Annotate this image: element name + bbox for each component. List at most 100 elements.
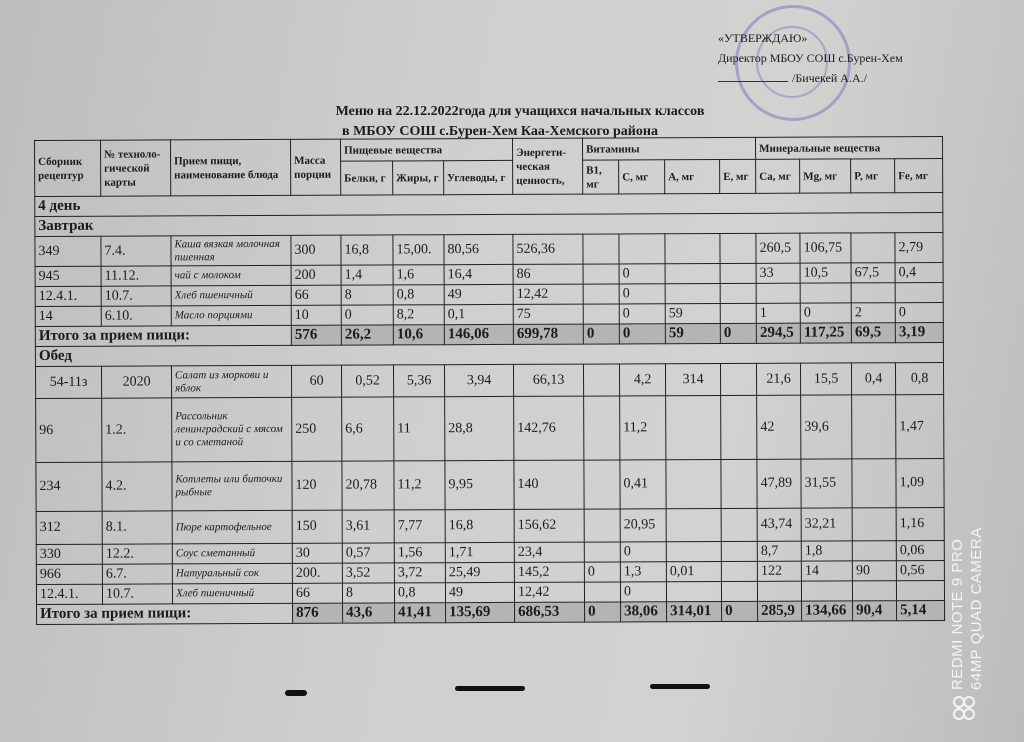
vit-c-total: 0 bbox=[619, 323, 666, 344]
vit-a-cell bbox=[665, 283, 721, 304]
vit-c-cell: 0 bbox=[619, 263, 666, 284]
protein-cell: 0,57 bbox=[342, 542, 395, 564]
total-label: Итого за прием пищи: bbox=[35, 325, 292, 347]
vit-a-cell: 59 bbox=[665, 303, 721, 324]
fat-total: 41,41 bbox=[394, 602, 446, 623]
protein-cell: 1,4 bbox=[341, 264, 394, 286]
ca-cell bbox=[756, 283, 801, 304]
vit-c-cell: 0,41 bbox=[619, 459, 667, 509]
protein-total: 43,6 bbox=[342, 602, 395, 624]
p-cell bbox=[851, 282, 896, 303]
table-row: 96 1.2. Рассольник ленинградский с мясом и… bbox=[35, 394, 944, 463]
header-a: А, мг bbox=[664, 159, 720, 194]
carbs-cell: 0,1 bbox=[444, 304, 514, 325]
watermark-line1: REDMI NOTE 9 PRO bbox=[949, 538, 966, 690]
tech-card-cell: 10.7. bbox=[101, 285, 172, 307]
dish-name-cell: Салат из моркови и яблок bbox=[171, 365, 292, 398]
mg-cell: 106,75 bbox=[799, 232, 852, 264]
b1-cell bbox=[583, 363, 620, 397]
vit-c-cell: 20,95 bbox=[620, 508, 667, 542]
vit-a-cell bbox=[665, 459, 722, 509]
dish-name-cell: Каша вязкая молочная пшенная bbox=[170, 235, 292, 266]
protein-cell: 0,52 bbox=[341, 364, 394, 398]
dish-name-cell: Соус сметанный bbox=[172, 543, 293, 564]
tech-card-cell: 6.10. bbox=[101, 305, 172, 327]
mg-cell bbox=[800, 282, 852, 304]
vit-a-cell: 0,01 bbox=[666, 561, 722, 582]
fat-cell: 0,8 bbox=[394, 582, 446, 603]
mg-cell: 31,55 bbox=[800, 458, 853, 509]
mg-cell: 39,6 bbox=[800, 394, 852, 460]
b1-cell bbox=[584, 508, 621, 543]
b1-total: 0 bbox=[583, 323, 620, 345]
mass-cell: 66 bbox=[292, 583, 343, 604]
ca-cell: 42 bbox=[756, 395, 801, 460]
energy-cell: 66,13 bbox=[513, 364, 584, 397]
vit-e-cell bbox=[720, 263, 757, 284]
recipe-no-cell: 330 bbox=[36, 544, 103, 565]
p-cell: 2 bbox=[851, 302, 896, 323]
carbs-cell: 3,94 bbox=[444, 364, 514, 397]
carbs-cell: 49 bbox=[445, 582, 515, 603]
tech-card-cell: 8.1. bbox=[102, 510, 173, 545]
vit-c-cell: 4,2 bbox=[619, 363, 666, 396]
vit-a-cell bbox=[666, 508, 722, 542]
ca-total: 285,9 bbox=[757, 601, 802, 622]
mg-cell: 14 bbox=[801, 560, 853, 582]
vit-e-cell bbox=[721, 541, 758, 562]
tech-card-cell: 4.2. bbox=[101, 461, 173, 512]
protein-cell: 20,78 bbox=[341, 460, 395, 511]
dish-name-cell: Хлеб пшеничный bbox=[171, 285, 292, 306]
carbs-cell: 25,49 bbox=[445, 562, 515, 583]
fe-total: 3,19 bbox=[895, 322, 944, 343]
tech-card-cell: 12.2. bbox=[102, 543, 173, 565]
signature-line bbox=[718, 81, 788, 82]
energy-cell: 145,2 bbox=[514, 562, 585, 583]
mg-cell: 15,5 bbox=[800, 362, 852, 396]
header-c: С, мг bbox=[618, 159, 665, 194]
energy-cell: 140 bbox=[513, 460, 585, 510]
vit-a-total: 59 bbox=[665, 323, 721, 344]
carbs-cell: 1,71 bbox=[445, 542, 515, 563]
dish-name-cell: Хлеб пшеничный bbox=[172, 583, 293, 604]
vit-e-cell bbox=[720, 363, 757, 396]
mass-cell: 300 bbox=[290, 235, 342, 266]
header-fe: Fe, мг bbox=[894, 158, 943, 193]
school-stamp bbox=[735, 5, 851, 121]
header-e: Е, мг bbox=[719, 159, 756, 194]
header-p: P, мг bbox=[850, 158, 895, 193]
b1-cell bbox=[584, 581, 621, 603]
fe-cell bbox=[895, 282, 944, 303]
fat-cell: 1,6 bbox=[393, 264, 445, 285]
header-carbs: Углеводы, г bbox=[443, 160, 513, 195]
header-minerals: Минеральные вещества bbox=[755, 136, 943, 160]
ca-cell: 33 bbox=[756, 263, 801, 284]
fat-cell: 15,00. bbox=[392, 234, 445, 265]
vit-c-cell: 0 bbox=[620, 541, 667, 562]
mg-cell: 0 bbox=[800, 302, 852, 324]
protein-cell: 0 bbox=[341, 304, 394, 326]
approval-position: Директор МБОУ СОШ с.Бурен-Хем bbox=[718, 51, 903, 65]
ca-cell: 122 bbox=[757, 561, 802, 582]
header-nutrients: Пищевые вещества bbox=[340, 138, 513, 162]
mg-total: 134,66 bbox=[801, 600, 853, 622]
total-label: Итого за прием пищи: bbox=[36, 603, 293, 625]
b1-cell bbox=[583, 395, 620, 461]
mass-cell: 250 bbox=[291, 397, 342, 462]
p-cell bbox=[852, 507, 897, 541]
ca-cell: 47,89 bbox=[756, 459, 802, 509]
header-fat: Жиры, г bbox=[392, 160, 444, 195]
protein-cell: 6,6 bbox=[341, 396, 394, 462]
b1-cell bbox=[584, 541, 621, 563]
energy-cell: 142,76 bbox=[513, 396, 584, 461]
table-row: 54-11з 2020 Салат из моркови и яблок 60 0,52… bbox=[35, 362, 944, 399]
b1-cell bbox=[583, 459, 621, 510]
vit-a-cell bbox=[665, 263, 721, 284]
ca-cell: 43,74 bbox=[757, 508, 802, 542]
menu-table: Сборник рецептур № техноло-гической карт… bbox=[34, 136, 945, 625]
p-cell bbox=[850, 232, 896, 263]
fe-cell: 1,16 bbox=[896, 507, 945, 541]
protein-cell: 3,52 bbox=[342, 562, 395, 584]
vit-c-cell: 0 bbox=[620, 581, 667, 602]
recipe-no-cell: 234 bbox=[35, 462, 103, 512]
